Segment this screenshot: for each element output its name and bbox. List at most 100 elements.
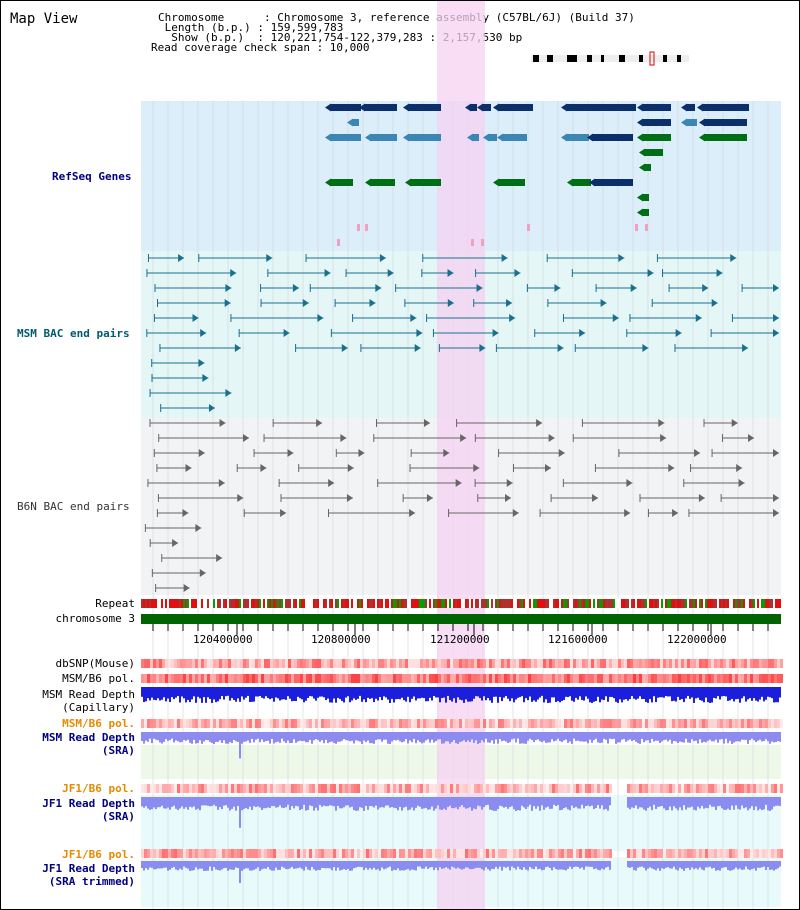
jf1-b6-pol-2-heat (669, 849, 672, 858)
jf1-depth-sra-bar (661, 797, 663, 806)
jf1-b6-pol-heat (378, 784, 381, 793)
gene-strand-arrow (699, 133, 705, 142)
repeat-mark (491, 599, 493, 608)
gene-strand-arrow (639, 148, 645, 157)
track-label-msm-bac[interactable]: MSM BAC end pairs (17, 327, 130, 340)
msm-b6-pol-2-heat (183, 719, 186, 728)
repeat-mark (623, 599, 625, 608)
jf1-depth-sra-bar (769, 797, 771, 811)
jf1-depth-trim-bar (443, 861, 445, 869)
repeat-mark (145, 599, 147, 608)
msm-b6-pol-2-heat (324, 719, 327, 728)
jf1-depth-sra-bar (751, 797, 753, 807)
jf1-depth-trim-bar (561, 861, 563, 870)
track-label-refseq[interactable]: RefSeq Genes (52, 170, 132, 183)
msm-b6-pol-2-heat (351, 719, 354, 728)
msm-depth-cap-bar (695, 687, 697, 699)
repeat-mark (505, 599, 507, 608)
jf1-depth-trim-bar (485, 861, 487, 868)
repeat-mark (699, 599, 701, 608)
msm-depth-cap-bar (145, 687, 147, 702)
repeat-mark (723, 599, 725, 608)
jf1-depth-trim-bar (673, 861, 675, 867)
jf1-depth-trim-bar (487, 861, 489, 870)
jf1-depth-trim-bar (687, 861, 689, 868)
jf1-depth-trim-bar (599, 861, 601, 871)
msm-depth-cap-bar (655, 687, 657, 703)
jf1-b6-pol-2-heat (534, 849, 537, 858)
repeat-mark (203, 599, 205, 608)
jf1-b6-pol-heat (183, 784, 186, 793)
msm-depth-cap-bar (419, 687, 421, 699)
msm-depth-cap-bar (299, 687, 301, 699)
msm-b6-pol-2-heat (186, 719, 189, 728)
msm-depth-cap-bar (643, 687, 645, 699)
jf1-depth-trim-bar (199, 861, 201, 869)
jf1-b6-pol-2-heat (732, 849, 735, 858)
jf1-b6-pol-heat (708, 784, 711, 793)
jf1-depth-sra-bar (251, 797, 253, 810)
jf1-depth-trim-bar (571, 861, 573, 869)
repeat-mark (415, 599, 417, 608)
msm-b6-pol-heat (705, 674, 708, 683)
dbsnp-heat (624, 659, 627, 668)
track-label-b6n-bac[interactable]: B6N BAC end pairs (17, 500, 130, 513)
jf1-b6-pol-2-heat (561, 849, 564, 858)
msm-b6-pol-heat (609, 674, 612, 683)
track-label-jf1-depth-trim: JF1 Read Depth (42, 862, 135, 875)
jf1-depth-trim-bar (709, 861, 711, 867)
jf1-depth-sra-bar (481, 797, 483, 810)
jf1-b6-pol-2-heat (162, 849, 165, 858)
jf1-b6-pol-heat (633, 784, 636, 793)
jf1-b6-pol-2-heat (567, 849, 570, 858)
jf1-depth-trim-bar (445, 861, 447, 868)
gene-strand-arrow (561, 103, 567, 112)
jf1-b6-pol-2-heat (309, 849, 312, 858)
jf1-b6-pol-2-heat (489, 849, 492, 858)
msm-b6-pol-2-heat (501, 719, 504, 728)
gene-strand-arrow (325, 103, 331, 112)
jf1-depth-trim-bar (651, 861, 653, 869)
msm-depth-sra-bar (399, 732, 401, 742)
jf1-depth-sra-bar (539, 797, 541, 811)
b6n-bac-pair-arrow (548, 434, 555, 442)
jf1-depth-trim-bar (479, 861, 481, 868)
jf1-depth-trim-bar (323, 861, 325, 869)
msm-depth-sra-bar (677, 732, 679, 744)
msm-depth-sra-bar (449, 732, 451, 744)
jf1-depth-trim-bar (393, 861, 395, 870)
jf1-depth-sra-bar (439, 797, 441, 810)
dbsnp-heat (339, 659, 342, 668)
msm-b6-pol-2-heat (639, 719, 642, 728)
repeat-mark (683, 599, 685, 608)
msm-depth-cap-bar (709, 687, 711, 703)
jf1-depth-sra-bar (173, 797, 175, 806)
msm-b6-pol-2-heat (483, 719, 486, 728)
jf1-b6-pol-heat (480, 784, 483, 793)
repeat-mark (309, 599, 311, 608)
dbsnp-heat (756, 659, 759, 668)
msm-b6-pol-heat (762, 674, 765, 683)
msm-depth-cap-bar (739, 687, 741, 703)
b6n-bac-pair-arrow (340, 434, 347, 442)
dbsnp-heat (771, 659, 774, 668)
msm-depth-cap-bar (415, 687, 417, 701)
msm-b6-pol-2-heat (303, 719, 306, 728)
msm-b6-pol-2-heat (369, 719, 372, 728)
jf1-b6-pol-heat (753, 784, 756, 793)
msm-depth-sra-bar (349, 732, 351, 742)
jf1-depth-trim-bar (635, 861, 637, 871)
jf1-depth-trim-bar (677, 861, 679, 871)
repeat-mark (437, 599, 439, 608)
refseq-gene (483, 104, 491, 111)
jf1-depth-sra-bar (315, 797, 317, 808)
jf1-depth-sra-bar (361, 797, 363, 808)
msm-depth-sra-bar (641, 732, 643, 739)
dbsnp-heat (246, 659, 249, 668)
jf1-depth-trim-bar (475, 861, 477, 868)
jf1-b6-pol-2-heat (648, 849, 651, 858)
jf1-depth-trim-bar (523, 861, 525, 868)
msm-depth-sra-bar (269, 732, 271, 744)
jf1-depth-sra-bar (697, 797, 699, 807)
